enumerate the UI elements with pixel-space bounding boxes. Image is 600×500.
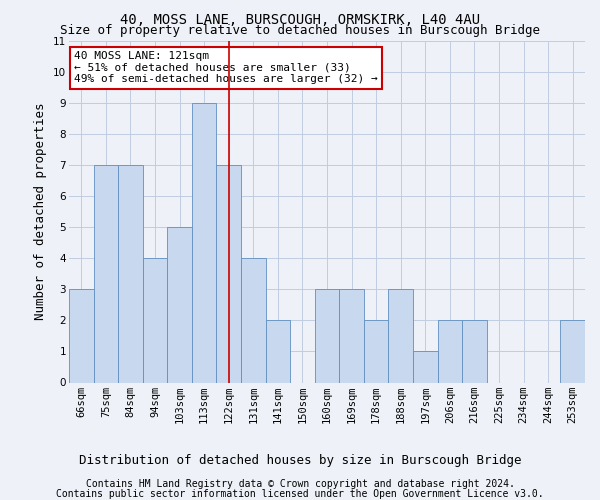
Bar [315, 290, 339, 382]
Bar [364, 320, 388, 382]
Bar [143, 258, 167, 382]
Bar [167, 228, 192, 382]
Text: 40 MOSS LANE: 121sqm
← 51% of detached houses are smaller (33)
49% of semi-detac: 40 MOSS LANE: 121sqm ← 51% of detached h… [74, 51, 378, 84]
Bar [69, 290, 94, 382]
Bar [339, 290, 364, 382]
Bar [437, 320, 462, 382]
Text: Size of property relative to detached houses in Burscough Bridge: Size of property relative to detached ho… [60, 24, 540, 37]
Bar [241, 258, 266, 382]
Text: Contains HM Land Registry data © Crown copyright and database right 2024.: Contains HM Land Registry data © Crown c… [86, 479, 514, 489]
Bar [413, 352, 437, 382]
Bar [462, 320, 487, 382]
Text: Distribution of detached houses by size in Burscough Bridge: Distribution of detached houses by size … [79, 454, 521, 467]
Bar [94, 165, 118, 382]
Bar [217, 165, 241, 382]
Text: Contains public sector information licensed under the Open Government Licence v3: Contains public sector information licen… [56, 489, 544, 499]
Bar [388, 290, 413, 382]
Y-axis label: Number of detached properties: Number of detached properties [34, 103, 47, 320]
Bar [266, 320, 290, 382]
Bar [560, 320, 585, 382]
Bar [118, 165, 143, 382]
Bar [192, 103, 217, 382]
Text: 40, MOSS LANE, BURSCOUGH, ORMSKIRK, L40 4AU: 40, MOSS LANE, BURSCOUGH, ORMSKIRK, L40 … [120, 12, 480, 26]
